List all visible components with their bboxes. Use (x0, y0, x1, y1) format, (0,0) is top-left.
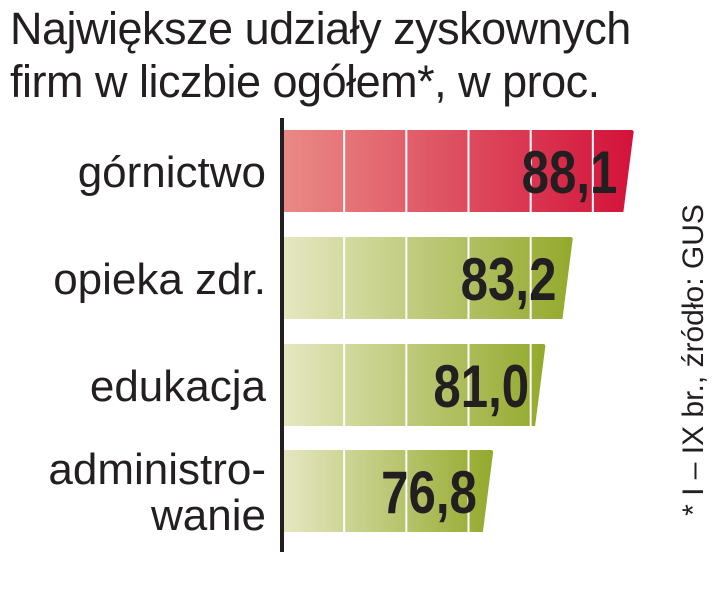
gridlines (343, 118, 594, 552)
category-label-0-0: górnictwo (78, 148, 266, 197)
value-label-0: 88,1 (522, 138, 618, 206)
bar-1 (282, 237, 573, 319)
chart-title: Największe udziały zyskownych firm w lic… (10, 2, 670, 108)
bar-2 (282, 344, 546, 426)
category-label-2-0: edukacja (90, 362, 267, 411)
source-footnote: * I – IX br., źródło: GUS (677, 204, 710, 516)
category-label-3-0: administro- (48, 445, 266, 494)
bar-0 (282, 130, 634, 212)
category-labels: górnictwo opieka zdr. edukacja administro-w… (48, 148, 266, 540)
value-label-2: 81,0 (433, 352, 529, 420)
category-label-1-0: opieka zdr. (53, 255, 266, 304)
category-label-3-1: wanie (150, 491, 266, 540)
chart-title-line-2: firm w liczbie ogółem*, w proc. (10, 56, 600, 107)
value-label-1: 83,2 (461, 245, 557, 313)
chart-title-line-1: Największe udziały zyskownych (10, 3, 631, 54)
bars (282, 130, 634, 532)
bar-3 (282, 450, 494, 532)
value-label-3: 76,8 (381, 458, 477, 526)
value-labels: 88,1 83,2 81,0 76,8 (381, 138, 617, 526)
